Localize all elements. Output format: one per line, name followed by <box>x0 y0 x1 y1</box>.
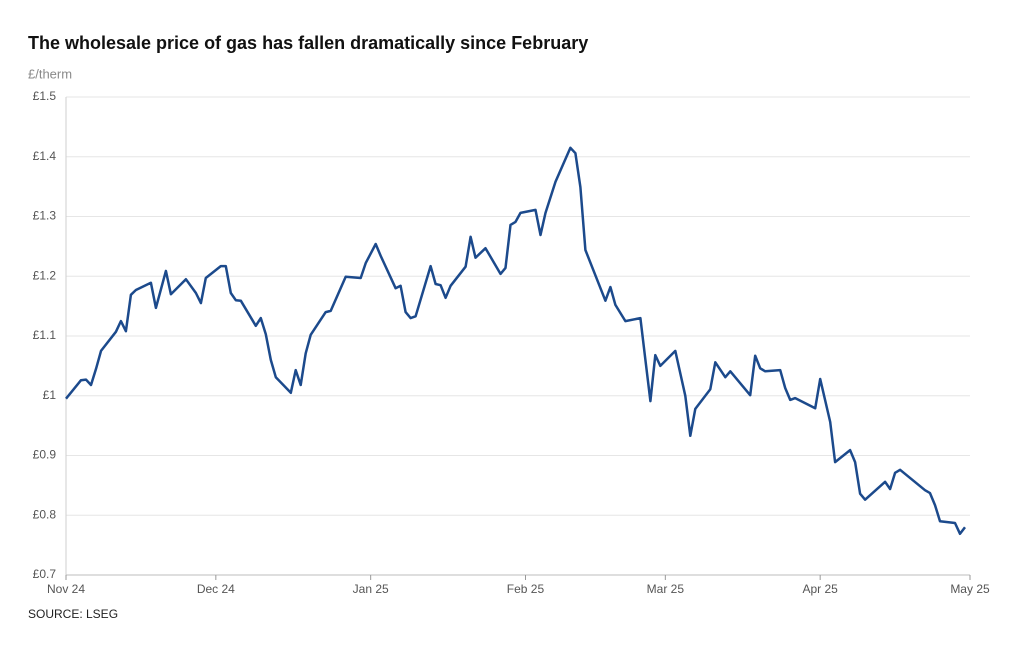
x-tick-label: Nov 24 <box>47 582 85 596</box>
x-tick-label: May 25 <box>950 582 990 596</box>
x-tick-label: Apr 25 <box>802 582 838 596</box>
y-tick-label: £1.2 <box>33 268 57 282</box>
y-tick-label: £0.9 <box>33 448 57 462</box>
chart-title: The wholesale price of gas has fallen dr… <box>28 33 588 53</box>
y-tick-label: £1.3 <box>33 209 57 223</box>
x-tick-label: Jan 25 <box>353 582 389 596</box>
y-tick-label: £1.1 <box>33 328 57 342</box>
y-tick-label: £0.7 <box>33 567 57 581</box>
y-tick-label: £1.5 <box>33 89 57 103</box>
y-tick-label: £0.8 <box>33 507 57 521</box>
x-tick-label: Feb 25 <box>507 582 545 596</box>
price-line <box>65 146 966 536</box>
y-tick-label: £1 <box>43 388 57 402</box>
source: SOURCE: LSEG <box>28 607 118 621</box>
x-tick-label: Dec 24 <box>197 582 235 596</box>
x-tick-label: Mar 25 <box>647 582 685 596</box>
y-axis-label: £/therm <box>28 66 72 81</box>
y-tick-label: £1.4 <box>33 149 57 163</box>
